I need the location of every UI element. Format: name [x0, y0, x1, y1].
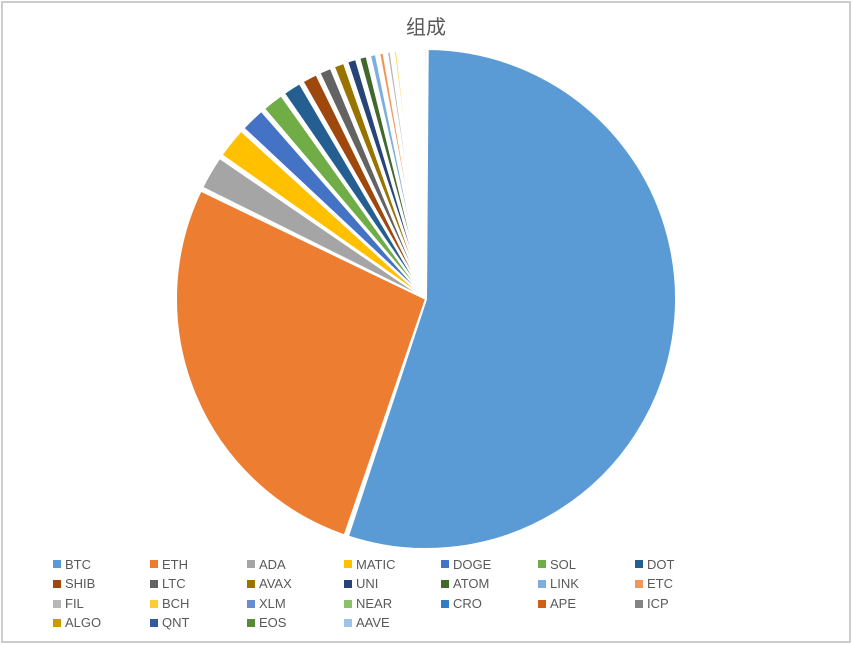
legend-swatch: [150, 580, 158, 588]
legend-item-xlm: XLM: [247, 596, 330, 612]
legend-item-ape: APE: [538, 596, 621, 612]
legend-label: APE: [550, 596, 576, 612]
legend-swatch: [53, 619, 61, 627]
legend-swatch: [150, 600, 158, 608]
legend-label: NEAR: [356, 596, 392, 612]
legend-item-atom: ATOM: [441, 576, 524, 592]
legend-item-avax: AVAX: [247, 576, 330, 592]
legend-label: QNT: [162, 615, 189, 631]
legend-label: SOL: [550, 557, 576, 573]
legend-label: BTC: [65, 557, 91, 573]
legend-label: LINK: [550, 576, 579, 592]
legend-label: EOS: [259, 615, 286, 631]
legend-label: FIL: [65, 596, 84, 612]
legend-swatch: [344, 560, 352, 568]
legend-item-sol: SOL: [538, 557, 621, 573]
legend-item-shib: SHIB: [53, 576, 136, 592]
legend-swatch: [247, 560, 255, 568]
legend-swatch: [344, 619, 352, 627]
legend-label: ETC: [647, 576, 673, 592]
legend-label: ATOM: [453, 576, 489, 592]
chart-title: 组成: [3, 11, 849, 40]
legend-swatch: [344, 600, 352, 608]
chart-frame: 组成 BTC ETH ADA MATIC DOGE SOL DOT SHIB LTC AVAX UN…: [1, 1, 851, 643]
legend-swatch: [150, 560, 158, 568]
legend-swatch: [635, 600, 643, 608]
legend-swatch: [635, 580, 643, 588]
legend-label: DOT: [647, 557, 674, 573]
legend-item-eth: ETH: [150, 557, 233, 573]
legend-label: AAVE: [356, 615, 390, 631]
legend-item-bch: BCH: [150, 596, 233, 612]
legend-label: LTC: [162, 576, 186, 592]
legend-swatch: [441, 560, 449, 568]
legend-label: BCH: [162, 596, 189, 612]
legend-label: CRO: [453, 596, 482, 612]
legend-item-algo: ALGO: [53, 615, 136, 631]
legend-label: ETH: [162, 557, 188, 573]
pie-chart: [176, 49, 676, 549]
legend-label: DOGE: [453, 557, 491, 573]
legend-item-uni: UNI: [344, 576, 427, 592]
legend-item-link: LINK: [538, 576, 621, 592]
legend-item-etc: ETC: [635, 576, 718, 592]
legend-swatch: [53, 600, 61, 608]
legend-label: ADA: [259, 557, 286, 573]
legend: BTC ETH ADA MATIC DOGE SOL DOT SHIB LTC AVAX UNI AT…: [53, 557, 799, 635]
legend-label: UNI: [356, 576, 378, 592]
legend-label: AVAX: [259, 576, 292, 592]
legend-swatch: [538, 580, 546, 588]
legend-swatch: [150, 619, 158, 627]
legend-item-qnt: QNT: [150, 615, 233, 631]
legend-swatch: [635, 560, 643, 568]
legend-label: XLM: [259, 596, 286, 612]
legend-item-ltc: LTC: [150, 576, 233, 592]
legend-item-aave: AAVE: [344, 615, 427, 631]
legend-label: MATIC: [356, 557, 395, 573]
legend-item-matic: MATIC: [344, 557, 427, 573]
legend-swatch: [247, 619, 255, 627]
legend-swatch: [538, 560, 546, 568]
legend-item-btc: BTC: [53, 557, 136, 573]
legend-swatch: [53, 580, 61, 588]
legend-item-fil: FIL: [53, 596, 136, 612]
legend-swatch: [441, 600, 449, 608]
legend-label: ALGO: [65, 615, 101, 631]
legend-swatch: [247, 580, 255, 588]
legend-item-cro: CRO: [441, 596, 524, 612]
legend-item-icp: ICP: [635, 596, 718, 612]
pie-container: [3, 37, 849, 561]
legend-swatch: [441, 580, 449, 588]
legend-label: SHIB: [65, 576, 95, 592]
legend-item-near: NEAR: [344, 596, 427, 612]
legend-swatch: [538, 600, 546, 608]
legend-item-doge: DOGE: [441, 557, 524, 573]
legend-label: ICP: [647, 596, 669, 612]
legend-item-dot: DOT: [635, 557, 718, 573]
legend-swatch: [53, 560, 61, 568]
legend-swatch: [247, 600, 255, 608]
legend-item-ada: ADA: [247, 557, 330, 573]
legend-item-eos: EOS: [247, 615, 330, 631]
legend-swatch: [344, 580, 352, 588]
